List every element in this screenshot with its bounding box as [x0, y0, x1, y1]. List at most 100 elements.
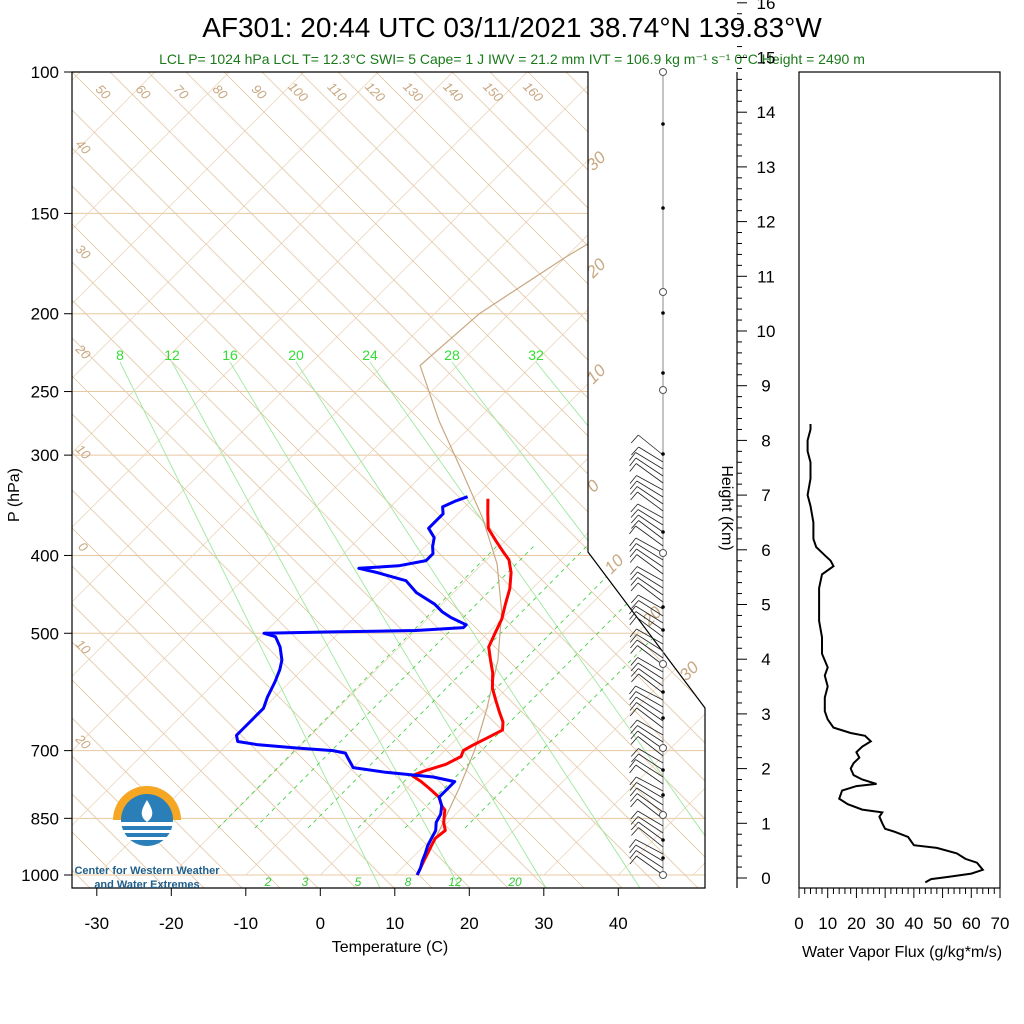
height-tick-label: 13 — [757, 158, 776, 177]
wind-barb-flag — [629, 611, 637, 620]
dry-adiabat-line — [72, 72, 705, 888]
mixing-ratio-label: 32 — [528, 347, 544, 363]
mixing-ratio-line — [295, 361, 641, 888]
x-tick-label: 40 — [609, 914, 628, 933]
wind-barb-flag — [629, 685, 636, 695]
wind-barb-flag — [629, 691, 637, 700]
x-tick-label: -10 — [234, 914, 259, 933]
wind-barb — [637, 798, 664, 820]
dry-adiabat-line — [870, 72, 1024, 972]
wind-barb-flag — [629, 628, 637, 638]
wind-level-dot — [661, 371, 665, 375]
wind-barb-flag — [630, 582, 639, 592]
isotherm-line — [0, 72, 6, 875]
wind-barb-flag — [629, 605, 636, 615]
wind-barb — [638, 827, 664, 848]
wind-barb-flag — [629, 839, 636, 848]
wind-barb-flag — [631, 753, 639, 763]
wind-barb — [638, 753, 664, 771]
dry-adiabat-line — [984, 72, 1024, 972]
isotherm-line — [618, 72, 705, 876]
wind-barb-flag — [629, 525, 636, 535]
wind-barb-flag — [629, 764, 637, 774]
isotherm-line — [72, 72, 230, 876]
wind-barb — [636, 628, 664, 645]
wind-level-dot — [661, 628, 665, 632]
adiabat-label-left: 20 — [72, 731, 94, 753]
dry-adiabat-line — [185, 72, 705, 888]
y-tick-label: 700 — [31, 742, 59, 761]
wind-barbs — [629, 68, 667, 879]
wind-barb-flag — [629, 776, 637, 786]
wind-barb-flag — [630, 509, 639, 518]
wind-barb-flag — [630, 486, 638, 495]
y-tick-label: 400 — [31, 546, 59, 565]
calm-wind-marker — [659, 549, 667, 557]
wind-barb-flag — [631, 520, 639, 529]
y-axis-label: P (hPa) — [6, 468, 23, 522]
calm-wind-marker — [659, 288, 667, 296]
wind-barb — [636, 639, 664, 659]
dry-adiabat-line — [223, 72, 705, 888]
wind-barb — [635, 452, 664, 470]
wind-barb — [635, 543, 664, 561]
mixing-ratio-dash-line — [307, 544, 589, 829]
y-tick-label: 500 — [31, 624, 59, 643]
wind-barb — [636, 702, 664, 722]
wind-barb — [636, 719, 664, 736]
wind-barb — [637, 582, 664, 603]
y-tick-label: 200 — [31, 305, 59, 324]
dry-adiabat-line — [72, 72, 705, 888]
adiabat-label-top: 150 — [480, 79, 506, 105]
skewt-frame — [71, 71, 706, 889]
y-tick-label: 100 — [31, 63, 59, 82]
flux-tick-label: 10 — [818, 914, 837, 933]
isotherm-line — [72, 72, 603, 876]
dry-adiabat-line — [72, 72, 705, 888]
flux-tick-label: 50 — [933, 914, 952, 933]
wind-barb-flag — [629, 616, 637, 626]
adiabat-label-top: 80 — [210, 81, 231, 102]
wind-barb — [637, 491, 664, 512]
wind-barb-flag — [630, 639, 638, 649]
wind-barb-flag — [629, 554, 638, 563]
mixing-ratio-label-bottom: 2 — [264, 875, 272, 889]
adiabat-label-top: 160 — [520, 79, 546, 105]
y-tick-label: 850 — [31, 809, 59, 828]
calm-wind-marker — [659, 68, 667, 76]
mixing-ratio-line — [229, 361, 547, 888]
dry-adiabat-line — [72, 72, 705, 888]
height-tick-label: 3 — [761, 705, 770, 724]
wind-barb-flag — [629, 844, 637, 854]
height-tick-label: 14 — [757, 103, 776, 122]
wind-barb-flag — [630, 662, 639, 672]
wind-barb — [635, 525, 664, 547]
dry-adiabat-line — [337, 72, 705, 888]
height-tick-label: 5 — [761, 596, 770, 615]
mixing-ratio-line — [119, 361, 381, 888]
wind-barb — [636, 787, 664, 806]
wind-barb — [636, 486, 664, 505]
height-tick-label: 0 — [761, 869, 770, 888]
wind-barb — [636, 475, 664, 491]
mixing-ratio-line — [369, 361, 705, 888]
adiabat-label-top: 100 — [285, 79, 311, 105]
flux-axis-label: Water Vapor Flux (g/kg*m/s) — [802, 944, 1002, 961]
flux-tick-label: 30 — [876, 914, 895, 933]
water-vapor-flux-panel: 0 10 20 30 40 50 60 70 Water Vapor Flux (g/kg*m/… — [794, 71, 1009, 961]
wind-barb — [637, 662, 664, 680]
wind-barb-flag — [631, 827, 639, 836]
wind-barb — [638, 600, 664, 617]
adiabat-label-left: 30 — [73, 241, 94, 262]
dry-adiabat-line — [72, 72, 365, 888]
wind-barb-flag — [629, 457, 637, 467]
mixing-ratio-label-bottom: 8 — [405, 875, 412, 889]
wind-barb-flag — [630, 491, 638, 501]
wind-level-dot — [661, 690, 665, 694]
isotherm-line — [96, 72, 705, 876]
adiabat-label-top: 60 — [133, 81, 154, 102]
wind-barb-flag — [630, 645, 638, 654]
wind-level-dot — [661, 206, 665, 210]
wind-barb-flag — [629, 480, 638, 490]
mixing-ratio-dash-line — [464, 544, 705, 829]
